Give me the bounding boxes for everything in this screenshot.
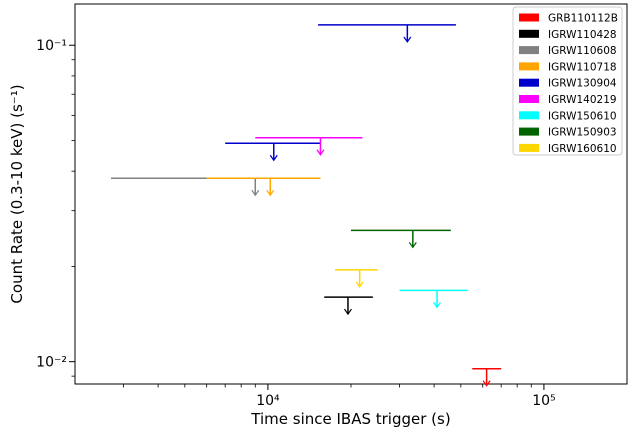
- legend-item: IGRW110428: [519, 29, 617, 41]
- x-tick-label: 10⁵: [532, 393, 555, 409]
- upper-limit-arrow: [343, 308, 352, 316]
- legend-label: IGRW110718: [548, 61, 617, 73]
- legend-swatch: [519, 143, 539, 152]
- y-tick-label: 10⁻²: [36, 355, 67, 371]
- upper-limit-arrow: [316, 149, 325, 156]
- legend-label: IGRW140219: [548, 94, 617, 106]
- legend-swatch: [519, 13, 539, 22]
- legend-swatch: [519, 95, 539, 103]
- upper-limit-arrow: [251, 189, 260, 197]
- legend-items: GRB110112B IGRW110428 IGRW110608 IGRW110718…: [519, 13, 618, 155]
- legend-swatch: [519, 62, 539, 71]
- legend-item: GRB110112B: [519, 13, 618, 25]
- legend: GRB110112B IGRW110428 IGRW110608 IGRW110718…: [512, 6, 623, 156]
- legend-label: IGRW130904: [548, 78, 617, 90]
- legend-swatch: [519, 29, 539, 38]
- upper-limit-marker: [318, 24, 456, 43]
- x-axis-label: Time since IBAS trigger (s): [250, 410, 450, 428]
- y-tick-label: 10⁻¹: [36, 38, 67, 54]
- legend-item: IGRW110718: [519, 61, 617, 73]
- legend-label: IGRW110428: [548, 29, 617, 41]
- upper-limit-marker: [351, 229, 451, 249]
- upper-limit-marker: [225, 142, 321, 162]
- legend-item: IGRW140219: [519, 94, 617, 106]
- y-axis-label: Count Rate (0.3-10 keV) (s⁻¹): [8, 84, 26, 303]
- upper-limit-marker: [334, 269, 378, 288]
- legend-item: IGRW150610: [519, 110, 617, 122]
- upper-limit-marker: [472, 367, 502, 387]
- upper-limit-arrow: [269, 154, 278, 162]
- legend-item: IGRW150903: [519, 127, 617, 139]
- legend-item: IGRW110608: [519, 45, 617, 57]
- legend-swatch: [519, 78, 539, 87]
- upper-limit-arrow: [482, 380, 491, 387]
- axis-ticks: 10⁴ 10⁵ 10⁻² 10⁻¹: [36, 38, 555, 409]
- legend-label: IGRW160610: [548, 143, 617, 155]
- x-tick-label: 10⁴: [256, 393, 280, 409]
- upper-limit-arrow: [433, 302, 442, 309]
- upper-limit-marker: [255, 137, 363, 156]
- legend-label: IGRW150610: [548, 110, 617, 122]
- legend-label: IGRW110608: [548, 45, 617, 57]
- legend-item: IGRW130904: [519, 78, 617, 90]
- upper-limit-arrow: [266, 189, 275, 197]
- legend-label: IGRW150903: [548, 127, 617, 139]
- legend-swatch: [519, 46, 539, 55]
- legend-swatch: [519, 127, 539, 136]
- upper-limit-arrow: [408, 242, 417, 249]
- upper-limit-arrow: [403, 36, 412, 43]
- upper-limit-arrow: [355, 281, 364, 288]
- upper-limit-marker: [399, 289, 468, 309]
- upper-limit-marker: [324, 296, 373, 316]
- legend-item: IGRW160610: [519, 143, 617, 155]
- legend-swatch: [519, 111, 539, 120]
- legend-label: GRB110112B: [548, 13, 618, 25]
- data-marks: [110, 24, 502, 387]
- upper-limit-marker: [206, 177, 321, 197]
- legend-box: [512, 6, 623, 156]
